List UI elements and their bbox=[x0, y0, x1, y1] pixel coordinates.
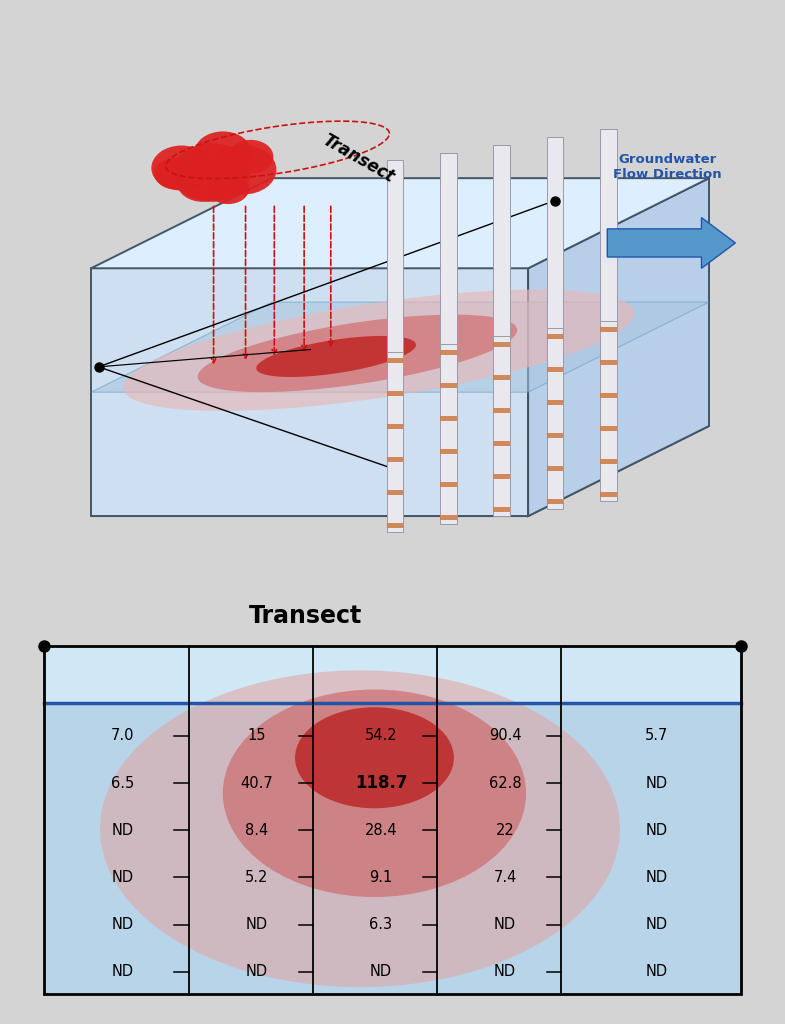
Bar bbox=[494, 441, 510, 446]
Bar bbox=[387, 161, 403, 352]
Text: ND: ND bbox=[111, 965, 133, 979]
Bar bbox=[494, 375, 510, 380]
Text: ND: ND bbox=[494, 918, 517, 932]
Bar bbox=[45, 646, 740, 993]
Ellipse shape bbox=[295, 708, 454, 808]
Text: ND: ND bbox=[646, 823, 668, 838]
Polygon shape bbox=[198, 314, 517, 392]
Text: ND: ND bbox=[111, 823, 133, 838]
Bar bbox=[546, 335, 564, 340]
Bar bbox=[546, 466, 564, 471]
Ellipse shape bbox=[223, 689, 526, 897]
Bar bbox=[440, 416, 457, 421]
Bar bbox=[600, 392, 616, 397]
Text: ND: ND bbox=[646, 870, 668, 885]
Text: ND: ND bbox=[246, 918, 268, 932]
Text: ND: ND bbox=[111, 918, 133, 932]
Text: ND: ND bbox=[246, 965, 268, 979]
Bar bbox=[440, 350, 457, 355]
Bar bbox=[546, 500, 564, 505]
Circle shape bbox=[155, 158, 196, 189]
Text: Transect: Transect bbox=[249, 604, 363, 628]
Text: 9.1: 9.1 bbox=[369, 870, 392, 885]
Bar bbox=[494, 474, 510, 479]
Bar bbox=[440, 515, 457, 520]
Bar bbox=[440, 344, 457, 524]
Polygon shape bbox=[256, 336, 416, 377]
Bar bbox=[546, 137, 564, 329]
Text: 62.8: 62.8 bbox=[489, 775, 521, 791]
Bar bbox=[494, 507, 510, 512]
Circle shape bbox=[228, 140, 273, 174]
Bar bbox=[387, 357, 403, 362]
Polygon shape bbox=[91, 302, 709, 392]
Text: 28.4: 28.4 bbox=[364, 823, 397, 838]
Polygon shape bbox=[123, 290, 634, 411]
Bar bbox=[45, 703, 740, 993]
Text: ND: ND bbox=[111, 870, 133, 885]
Text: 6.3: 6.3 bbox=[370, 918, 392, 932]
Text: 15: 15 bbox=[247, 728, 266, 743]
Text: ND: ND bbox=[646, 775, 668, 791]
Text: ND: ND bbox=[646, 918, 668, 932]
Bar bbox=[600, 492, 616, 497]
Bar bbox=[600, 359, 616, 365]
Bar bbox=[600, 459, 616, 464]
Circle shape bbox=[173, 143, 251, 202]
Bar bbox=[546, 329, 564, 509]
Ellipse shape bbox=[100, 671, 620, 987]
Bar bbox=[600, 426, 616, 431]
Circle shape bbox=[207, 172, 250, 204]
Bar bbox=[387, 522, 403, 527]
Polygon shape bbox=[608, 217, 736, 268]
Text: 7.0: 7.0 bbox=[111, 728, 134, 743]
Bar bbox=[546, 400, 564, 406]
Bar bbox=[387, 457, 403, 462]
Text: 22: 22 bbox=[496, 823, 514, 838]
Bar bbox=[600, 327, 616, 332]
Bar bbox=[440, 482, 457, 487]
Text: ND: ND bbox=[494, 965, 517, 979]
Bar bbox=[440, 383, 457, 388]
Bar bbox=[387, 424, 403, 429]
Bar bbox=[494, 409, 510, 414]
Polygon shape bbox=[91, 426, 709, 516]
Text: ND: ND bbox=[370, 965, 392, 979]
Bar bbox=[387, 489, 403, 495]
Text: 5.2: 5.2 bbox=[245, 870, 268, 885]
Text: ND: ND bbox=[646, 965, 668, 979]
Bar bbox=[45, 646, 740, 703]
Bar bbox=[440, 449, 457, 454]
Bar bbox=[600, 321, 616, 501]
Text: 54.2: 54.2 bbox=[364, 728, 397, 743]
Bar bbox=[600, 129, 616, 321]
Text: Transect: Transect bbox=[319, 131, 398, 186]
Circle shape bbox=[177, 164, 228, 202]
Bar bbox=[387, 391, 403, 396]
Circle shape bbox=[210, 145, 276, 195]
Bar bbox=[440, 153, 457, 344]
Polygon shape bbox=[528, 178, 709, 516]
Text: 40.7: 40.7 bbox=[240, 775, 273, 791]
Bar bbox=[387, 352, 403, 532]
Circle shape bbox=[152, 145, 212, 190]
Bar bbox=[546, 433, 564, 438]
Text: 8.4: 8.4 bbox=[245, 823, 268, 838]
Text: Groundwater
Flow Direction: Groundwater Flow Direction bbox=[613, 153, 722, 181]
Bar bbox=[546, 368, 564, 373]
Bar bbox=[494, 144, 510, 336]
Bar bbox=[494, 336, 510, 516]
Text: 6.5: 6.5 bbox=[111, 775, 134, 791]
Polygon shape bbox=[91, 178, 709, 268]
Text: 90.4: 90.4 bbox=[489, 728, 521, 743]
Bar bbox=[494, 342, 510, 347]
Circle shape bbox=[195, 131, 251, 174]
Text: 7.4: 7.4 bbox=[494, 870, 517, 885]
Text: 5.7: 5.7 bbox=[645, 728, 669, 743]
Polygon shape bbox=[91, 268, 528, 516]
Text: 118.7: 118.7 bbox=[355, 774, 407, 793]
